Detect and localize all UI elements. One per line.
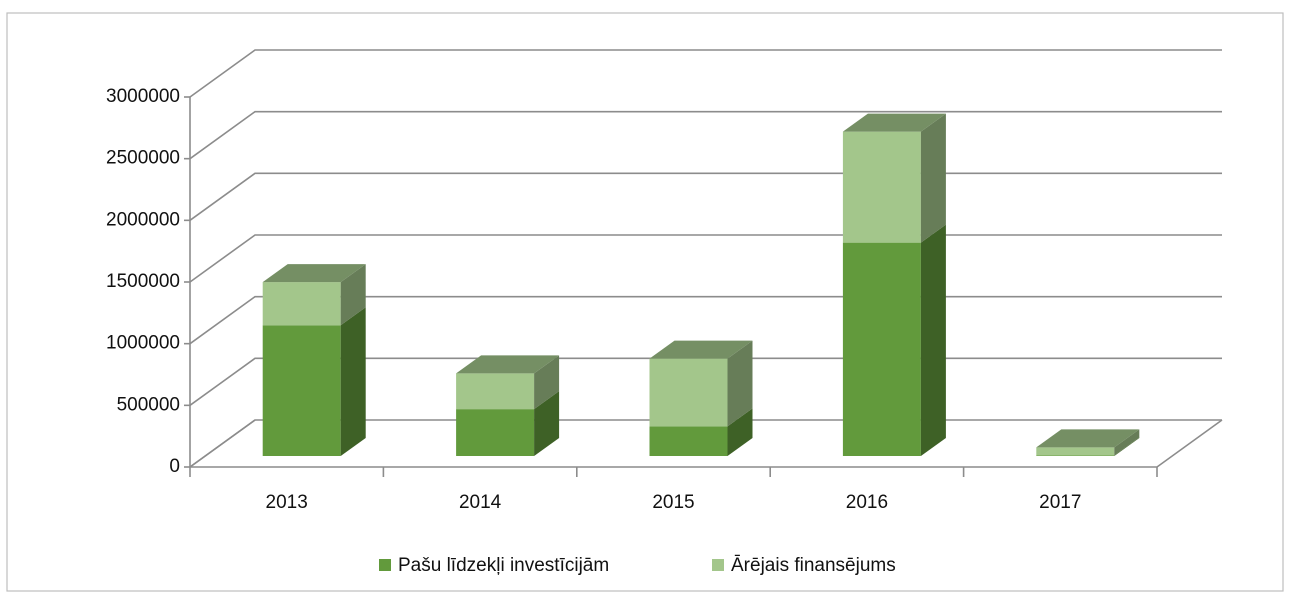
chart-border bbox=[6, 12, 1284, 592]
x-tick-label: 2017 bbox=[1039, 492, 1081, 513]
legend-swatch bbox=[712, 559, 724, 571]
bar-top bbox=[456, 355, 560, 374]
legend-label: Pašu līdzekļi investīcijām bbox=[398, 555, 609, 576]
bar-segment bbox=[1036, 455, 1115, 456]
y-tick-label: 2500000 bbox=[106, 148, 180, 169]
y-tick-label: 2000000 bbox=[106, 209, 180, 230]
bar-side bbox=[727, 408, 753, 456]
bar-top bbox=[649, 340, 753, 359]
bar-side bbox=[340, 264, 366, 326]
bar-side bbox=[340, 307, 366, 456]
bar-top bbox=[1036, 429, 1140, 448]
bar-top bbox=[842, 113, 946, 132]
x-tick-label: 2013 bbox=[266, 492, 308, 513]
y-tick-label: 3000000 bbox=[106, 86, 180, 107]
bar-segment bbox=[456, 373, 535, 410]
bar-segment bbox=[649, 358, 728, 427]
bar-segment bbox=[649, 426, 728, 456]
bar-side bbox=[534, 391, 560, 456]
bar-top bbox=[262, 264, 366, 283]
bar-side bbox=[1114, 429, 1140, 456]
bar-side bbox=[920, 224, 946, 456]
y-tick-label: 1500000 bbox=[106, 271, 180, 292]
x-tick-label: 2015 bbox=[652, 492, 694, 513]
bar-side bbox=[920, 113, 946, 243]
x-tick-label: 2016 bbox=[846, 492, 888, 513]
bar-side bbox=[534, 355, 560, 410]
bar-segment bbox=[262, 325, 341, 456]
legend-label: Ārējais finansējums bbox=[731, 555, 896, 576]
y-tick-label: 0 bbox=[169, 456, 180, 477]
y-tick-label: 500000 bbox=[117, 394, 180, 415]
bar-side bbox=[727, 340, 753, 427]
bar-segment bbox=[842, 242, 921, 456]
x-tick-label: 2014 bbox=[459, 492, 502, 513]
bar-segment bbox=[1036, 447, 1115, 456]
grid-line bbox=[189, 49, 1222, 98]
legend-swatch bbox=[379, 559, 391, 571]
bar-segment bbox=[262, 282, 341, 326]
bar-side bbox=[1114, 437, 1140, 456]
y-tick-label: 1000000 bbox=[106, 333, 180, 354]
bar-segment bbox=[842, 131, 921, 243]
grid-line bbox=[189, 110, 1222, 160]
bar-segment bbox=[456, 409, 535, 456]
